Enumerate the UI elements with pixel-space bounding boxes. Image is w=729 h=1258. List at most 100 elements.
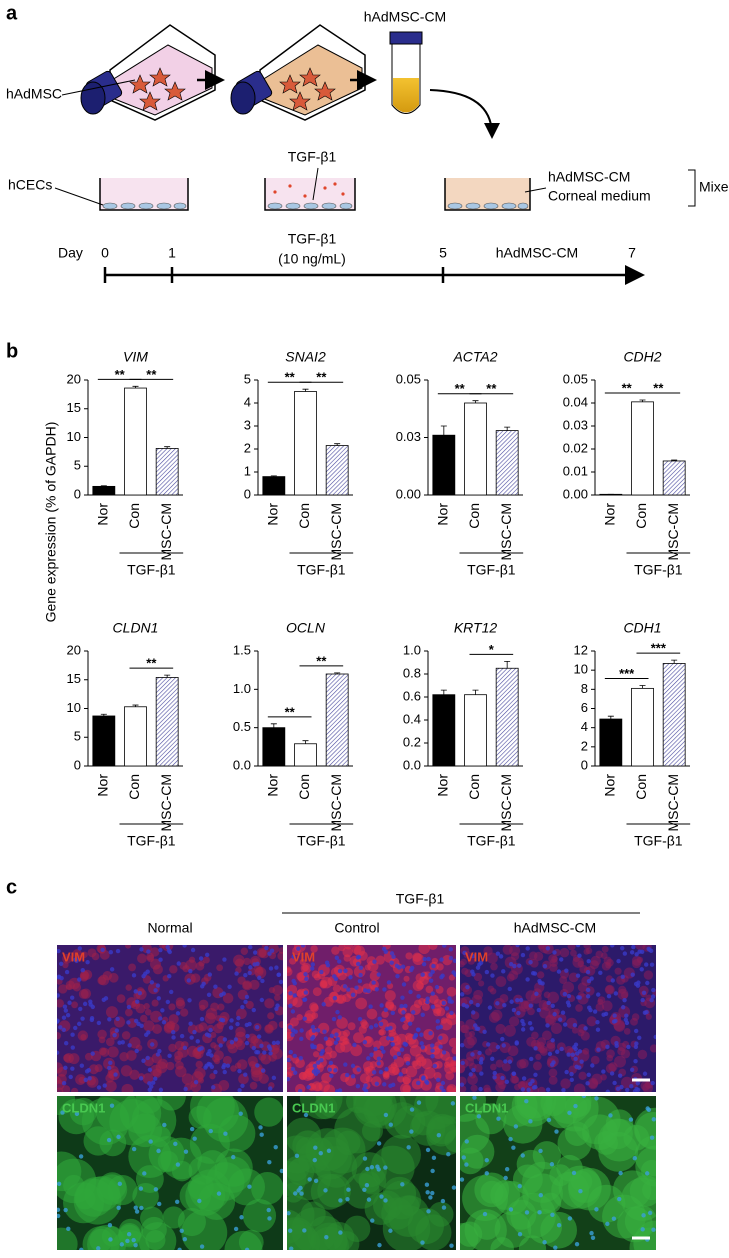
significance-label: ** [653,380,664,395]
flask [80,24,216,121]
error-bar [334,443,341,446]
cm-label: hAdMSC-CM [364,9,446,25]
error-bar [164,446,171,449]
chart-title: VIM [123,349,148,365]
mixed-label: Mixed [699,179,729,195]
panel-b: b Gene expression (% of GAPDH) VIM051015… [6,340,691,849]
group-label: TGF-β1 [467,833,516,849]
stain-label: VIM [62,949,85,964]
chart-title: OCLN [286,620,326,636]
y-tick-label: 5 [244,371,251,386]
significance-label: ** [146,656,157,671]
error-bar [270,475,277,477]
bar [599,718,623,767]
x-tick-label: Nor [265,774,281,797]
day-label: Day [58,245,83,261]
bar-chart: KRT12 0.0 0.2 0.4 0.6 0.8 1.0 Nor Con MSC-CMTGF-β… [403,620,524,849]
significance-label: *** [619,666,635,681]
micrograph [57,945,283,1092]
bar-chart: CDH2 0.00 0.01 0.02 0.03 0.04 0.05 Nor Con MSC-CM… [563,349,691,578]
bar [262,727,286,767]
chart-title: KRT12 [454,620,498,636]
bar [432,694,456,767]
x-tick-label: Nor [95,774,111,797]
y-tick-label: 5 [74,729,81,744]
y-tick-label: 4 [244,394,251,409]
error-bar [504,660,511,669]
bar [262,476,286,496]
error-bar [472,689,479,695]
bar [155,448,179,496]
y-tick-label: 3 [244,417,251,432]
significance-label: ** [115,367,126,382]
error-bar [671,459,678,461]
error-bar [270,723,277,728]
x-tick-label: Nor [435,503,451,526]
significance-label: ** [455,381,466,396]
x-tick-label: Con [633,503,649,529]
bar [155,677,179,767]
tube [389,31,423,114]
error-bar [440,425,447,436]
chart-title: CDH1 [623,620,661,636]
error-bar [607,715,614,720]
significance-label: *** [651,641,667,656]
bar [631,687,654,767]
group-label: TGF-β1 [634,562,683,578]
y-tick-label: 0.0 [403,757,421,772]
chart-title: CDH2 [623,349,661,365]
y-tick-label: 0.8 [403,665,421,680]
y-tick-label: 0.05 [396,371,421,386]
x-tick-label: MSC-CM [665,503,681,561]
y-tick-label: 12 [574,642,588,657]
bar [464,402,487,496]
x-tick-label: MSC-CM [498,503,514,561]
y-tick-label: 1.0 [233,681,251,696]
y-tick-label: 0.00 [396,486,421,501]
x-tick-label: Nor [435,774,451,797]
y-tick-label: 5 [74,458,81,473]
error-bar [164,674,171,678]
group-label: TGF-β1 [396,891,445,907]
flask [230,24,366,121]
group-label: TGF-β1 [467,562,516,578]
group-label: TGF-β1 [634,833,683,849]
chart-title: SNAI2 [285,349,326,365]
bar [631,401,654,496]
tgf-dose: (10 ng/mL) [278,251,346,267]
panel-label: a [6,2,18,24]
chart-title: ACTA2 [452,349,497,365]
error-bar [639,685,646,689]
significance-label: ** [622,380,633,395]
x-tick-label: Nor [602,503,618,526]
group-label: TGF-β1 [297,833,346,849]
error-bar [334,672,341,674]
significance-label: ** [146,367,157,382]
micrograph [460,1096,656,1250]
panel-label: b [6,340,18,362]
significance-label: ** [285,704,296,719]
bar [294,743,317,767]
error-bar [671,659,678,664]
bar [662,663,686,767]
column-label: Control [334,920,379,936]
panel-c: c TGF-β1 Normal Control hAdMSC-CM VIM VIM VIM… [6,876,656,1250]
day: 0 [101,245,109,261]
bar [124,706,147,767]
y-tick-label: 0.6 [403,688,421,703]
stain-label: CLDN1 [292,1100,335,1115]
y-tick-label: 0 [74,486,81,501]
y-tick-label: 0.05 [563,371,588,386]
error-bar [639,399,646,402]
y-tick-label: 4 [581,719,588,734]
bar [662,460,686,496]
column-label: Normal [147,920,192,936]
wells [99,178,531,211]
x-tick-label: Nor [265,503,281,526]
